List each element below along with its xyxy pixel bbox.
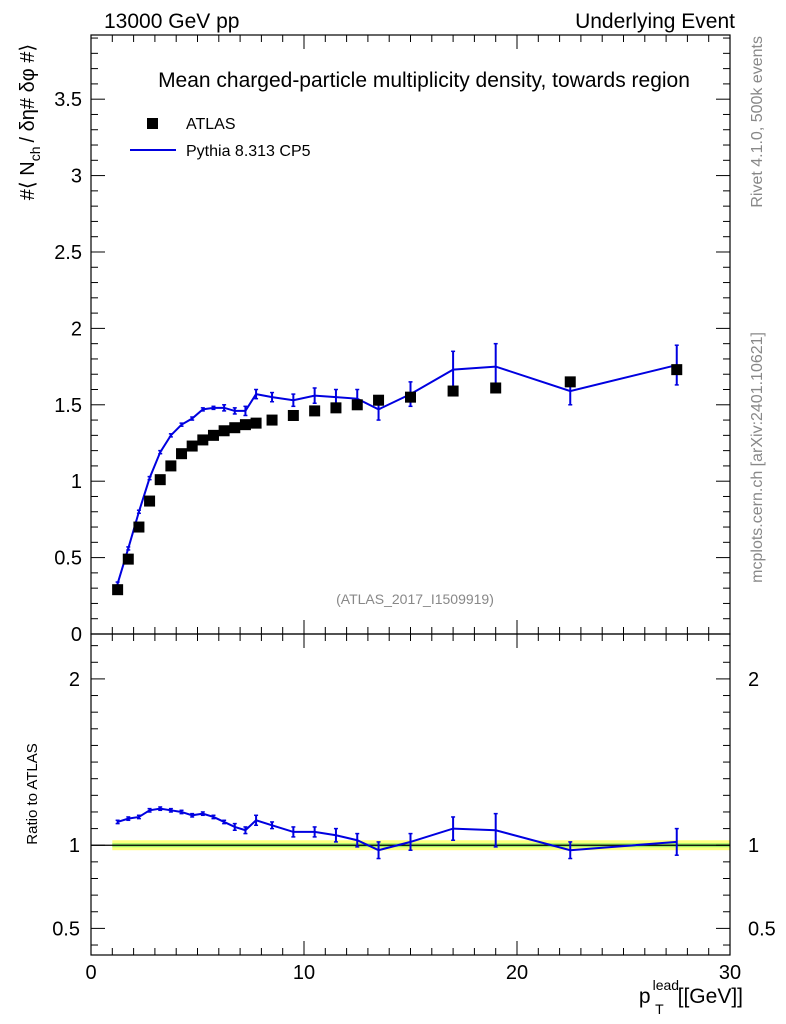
ratio-ytick-label-right: 2 <box>748 669 759 691</box>
main-panel: 0 0.5 1 1.5 2 2.5 3 3.5 (ATLAS_2017_I1509919) M… <box>17 34 731 646</box>
data-point <box>218 425 230 437</box>
data-point <box>133 521 145 533</box>
data-point <box>490 382 502 394</box>
data-point <box>309 405 321 417</box>
data-point <box>197 434 209 446</box>
data-point <box>154 474 166 486</box>
main-ylabel: #⟨ Nch / δη# δφ #⟩ <box>17 44 43 200</box>
main-ytick-label: 1 <box>71 471 82 493</box>
data-point <box>564 376 576 388</box>
data-point <box>229 422 241 434</box>
data-point <box>176 448 188 460</box>
main-ytick-label: 2.5 <box>54 242 82 264</box>
data-point <box>447 385 459 397</box>
data-point <box>165 460 177 472</box>
mc-line <box>116 364 677 584</box>
data-point <box>405 391 416 403</box>
ratio-ytick-label-right: 1 <box>748 835 759 857</box>
header-right: Underlying Event <box>575 10 735 33</box>
xlabel: p lead T [[GeV]] <box>639 977 743 1017</box>
legend-marker-atlas <box>147 118 158 129</box>
main-ytick-label: 3 <box>71 166 82 188</box>
analysis-watermark: (ATLAS_2017_I1509919) <box>336 591 494 607</box>
main-ytick-labels: 0 0.5 1 1.5 2 2.5 3 3.5 <box>54 89 82 646</box>
data-point <box>122 553 134 565</box>
ratio-ytick-label-left: 0.5 <box>52 918 80 940</box>
xtick-label: 20 <box>506 962 528 984</box>
xtick-label: 0 <box>85 962 96 984</box>
data-point <box>671 364 683 376</box>
ratio-plot-frame <box>90 633 731 956</box>
xlabel-unit: [[GeV]] <box>678 985 743 1008</box>
data-point <box>287 409 299 421</box>
main-ytick-label: 0 <box>71 624 82 646</box>
main-ytick-label: 2 <box>71 318 82 340</box>
main-ylabel-suffix: / δη# δφ #⟩ <box>17 44 39 143</box>
data-point <box>330 402 342 414</box>
main-ytick-label: 1.5 <box>54 395 82 417</box>
data-point <box>144 495 156 507</box>
data-point <box>207 429 219 441</box>
main-ytick-label: 3.5 <box>54 89 82 111</box>
data-point <box>351 399 363 411</box>
data-point <box>266 414 278 426</box>
data-series <box>112 364 683 596</box>
ratio-series <box>115 806 679 860</box>
data-point <box>373 394 385 406</box>
data-point <box>112 584 124 596</box>
data-point <box>250 417 262 429</box>
header-left: 13000 GeV pp <box>104 10 239 33</box>
xlabel-base: p <box>639 985 651 1008</box>
ratio-ytick-label-left: 2 <box>69 669 80 691</box>
ratio-ylabel: Ratio to ATLAS <box>24 743 41 844</box>
xlabel-sup: lead <box>653 977 679 993</box>
rivet-label: Rivet 4.1.0, 500k events <box>749 36 766 208</box>
data-point <box>186 440 198 452</box>
main-ylabel-prefix: #⟨ N <box>17 161 39 200</box>
plot-title: Mean charged-particle multiplicity densi… <box>158 69 690 92</box>
ratio-ytick-label-right: 0.5 <box>748 918 776 940</box>
xtick-label: 30 <box>719 962 741 984</box>
ratio-panel: 0.5 0.5 1 1 2 2 Ratio to ATLAS 0 10 20 30 p lead T… <box>24 633 776 1017</box>
legend-label-atlas: ATLAS <box>186 116 236 133</box>
legend: ATLAS Pythia 8.313 CP5 <box>130 116 311 160</box>
main-ytick-label: 0.5 <box>54 548 82 570</box>
xtick-labels: 0 10 20 30 <box>85 962 741 984</box>
mc-series <box>115 342 679 586</box>
main-ylabel-sub: ch <box>27 146 43 161</box>
legend-label-pythia: Pythia 8.313 CP5 <box>186 143 311 160</box>
mcplots-label: mcplots.cern.ch [arXiv:2401.10621] <box>749 332 766 583</box>
ratio-axis-ticks <box>90 634 731 955</box>
ratio-ytick-labels: 0.5 0.5 1 1 2 2 <box>52 669 776 940</box>
xlabel-sub: T <box>655 1001 664 1017</box>
data-point <box>239 419 251 431</box>
ratio-ytick-label-left: 1 <box>69 835 80 857</box>
xtick-label: 10 <box>293 962 315 984</box>
